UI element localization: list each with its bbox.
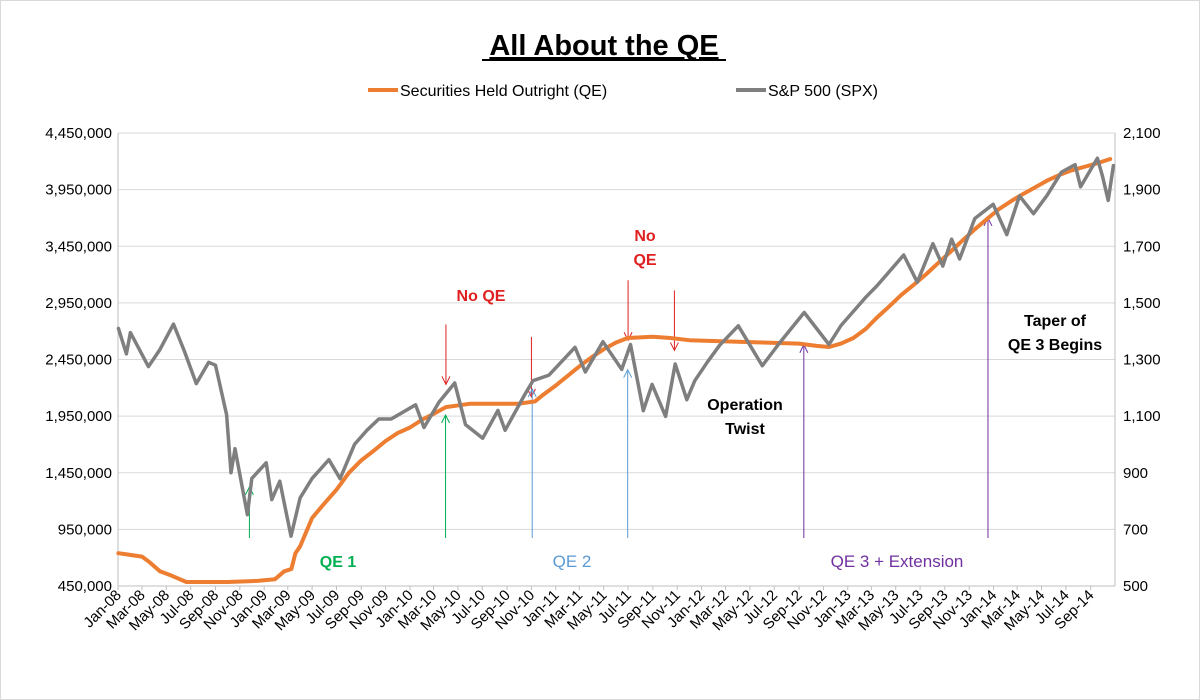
left-y-axis: 450,000 950,000 1,450,000 1,950,000 2,450,00… <box>45 125 119 595</box>
right-y-tick-label: 2,100 <box>1123 125 1161 142</box>
right-y-tick-label: 900 <box>1123 465 1148 482</box>
marker-arrow-head <box>526 388 536 398</box>
annotation-qe1: QE 1 <box>320 554 357 571</box>
left-y-tick-label: 4,450,000 <box>45 125 112 142</box>
annotation-no-qe-2-line-1: No <box>634 228 656 245</box>
right-y-tick-label: 1,300 <box>1123 352 1161 369</box>
left-y-tick-label: 3,950,000 <box>45 182 112 199</box>
marker-arrow-head <box>441 376 451 386</box>
right-y-axis: 500 700 900 1,100 1,300 1,500 1,700 1,900 2,100 <box>1114 125 1161 595</box>
marker-arrow-head <box>527 387 537 398</box>
left-y-tick-label: 1,950,000 <box>45 408 112 425</box>
marker-arrow-head <box>623 332 633 342</box>
series-line-spx <box>116 156 1116 538</box>
annotation-no-qe-2-line-2: QE <box>633 252 656 269</box>
annotation-taper-line-1: Taper of <box>1024 313 1087 330</box>
marker-arrow-head <box>623 368 633 378</box>
left-y-tick-label: 950,000 <box>58 521 112 538</box>
right-y-tick-label: 500 <box>1123 578 1148 595</box>
chart-title: All About the QE <box>489 30 718 62</box>
annotation-qe3-extension: QE 3 + Extension <box>831 552 964 571</box>
left-y-tick-label: 3,450,000 <box>45 238 112 255</box>
legend-label-spx: S&P 500 (SPX) <box>768 83 878 100</box>
annotation-operation-twist-line-1: Operation <box>707 397 783 414</box>
legend-label-qe: Securities Held Outright (QE) <box>400 83 607 100</box>
right-y-tick-label: 1,500 <box>1123 295 1161 312</box>
right-y-tick-label: 1,100 <box>1123 408 1161 425</box>
annotations: QE 1 No QE QE 2 No QE Operation Twist QE… <box>320 228 1102 571</box>
annotation-qe2: QE 2 <box>553 552 592 571</box>
right-y-tick-label: 1,700 <box>1123 238 1161 255</box>
marker-arrow-head <box>441 413 450 424</box>
left-y-tick-label: 2,450,000 <box>45 352 112 369</box>
annotation-markers <box>244 216 993 538</box>
legend: Securities Held Outright (QE) S&P 500 (S… <box>368 83 878 100</box>
right-y-tick-label: 700 <box>1123 521 1148 538</box>
right-y-tick-label: 1,900 <box>1123 182 1161 199</box>
marker-arrow-head <box>669 342 679 352</box>
left-y-tick-label: 450,000 <box>58 578 112 595</box>
annotation-taper-line-2: QE 3 Begins <box>1008 337 1102 354</box>
annotation-operation-twist-line-2: Twist <box>725 421 765 438</box>
series-lines <box>116 156 1116 584</box>
annotation-no-qe-1: No QE <box>457 288 506 305</box>
left-y-tick-label: 1,450,000 <box>45 465 112 482</box>
left-y-tick-label: 2,950,000 <box>45 295 112 312</box>
